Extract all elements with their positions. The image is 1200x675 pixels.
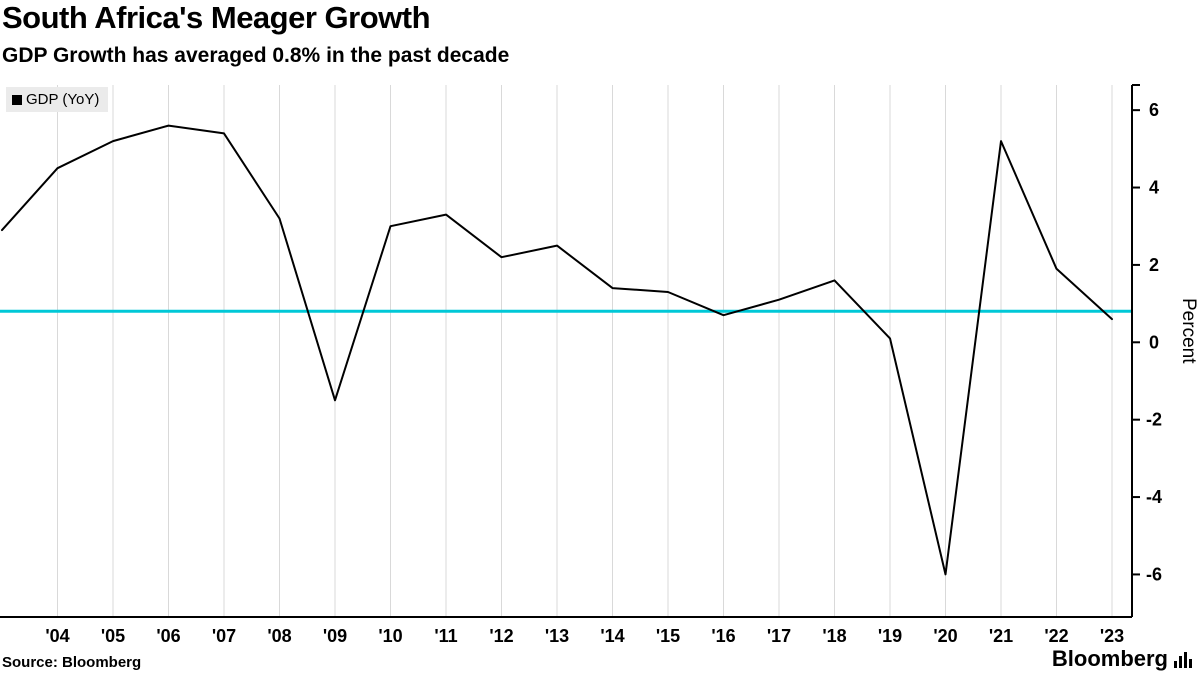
gdp-line-series (1, 124, 1113, 576)
x-tick-label: '22 (1044, 626, 1068, 646)
x-tick-label: '21 (989, 626, 1013, 646)
x-tick-label: '04 (45, 626, 69, 646)
chart-subtitle: GDP Growth has averaged 0.8% in the past… (2, 44, 510, 67)
x-tick-label: '05 (101, 626, 125, 646)
x-tick-label: '17 (767, 626, 791, 646)
source-text: Source: Bloomberg (2, 654, 142, 671)
x-tick-label: '19 (878, 626, 902, 646)
y-tick-label: -2 (1146, 410, 1162, 430)
chart-title: South Africa's Meager Growth (2, 0, 431, 35)
bloomberg-logo: Bloomberg (1052, 646, 1192, 672)
x-tick-label: '16 (711, 626, 735, 646)
y-tick-label: 6 (1149, 100, 1159, 120)
y-tick-label: -6 (1146, 564, 1162, 584)
y-tick-label: 4 (1149, 178, 1159, 198)
x-tick-label: '06 (156, 626, 180, 646)
x-tick-label: '08 (267, 626, 291, 646)
x-tick-label: '07 (212, 626, 236, 646)
x-tick-label: '13 (545, 626, 569, 646)
x-tick-label: '18 (822, 626, 846, 646)
legend: GDP (YoY) (6, 87, 109, 112)
y-tick-label: 2 (1149, 255, 1159, 275)
legend-marker-icon (12, 94, 22, 105)
x-tick-label: '23 (1100, 626, 1124, 646)
legend-label: GDP (YoY) (26, 91, 100, 108)
y-axis-label: Percent (1178, 298, 1199, 364)
x-tick-label: '12 (489, 626, 513, 646)
y-tick-label: 0 (1149, 332, 1159, 352)
x-tick-label: '11 (434, 626, 457, 646)
bloomberg-chart-icon (1174, 652, 1192, 672)
x-tick-label: '20 (933, 626, 957, 646)
x-tick-label: '14 (600, 626, 624, 646)
bloomberg-logo-text: Bloomberg (1051, 646, 1168, 671)
y-tick-label: -4 (1146, 487, 1162, 507)
x-tick-label: '10 (378, 626, 402, 646)
x-tick-label: '15 (656, 626, 680, 646)
x-tick-label: '09 (323, 626, 347, 646)
